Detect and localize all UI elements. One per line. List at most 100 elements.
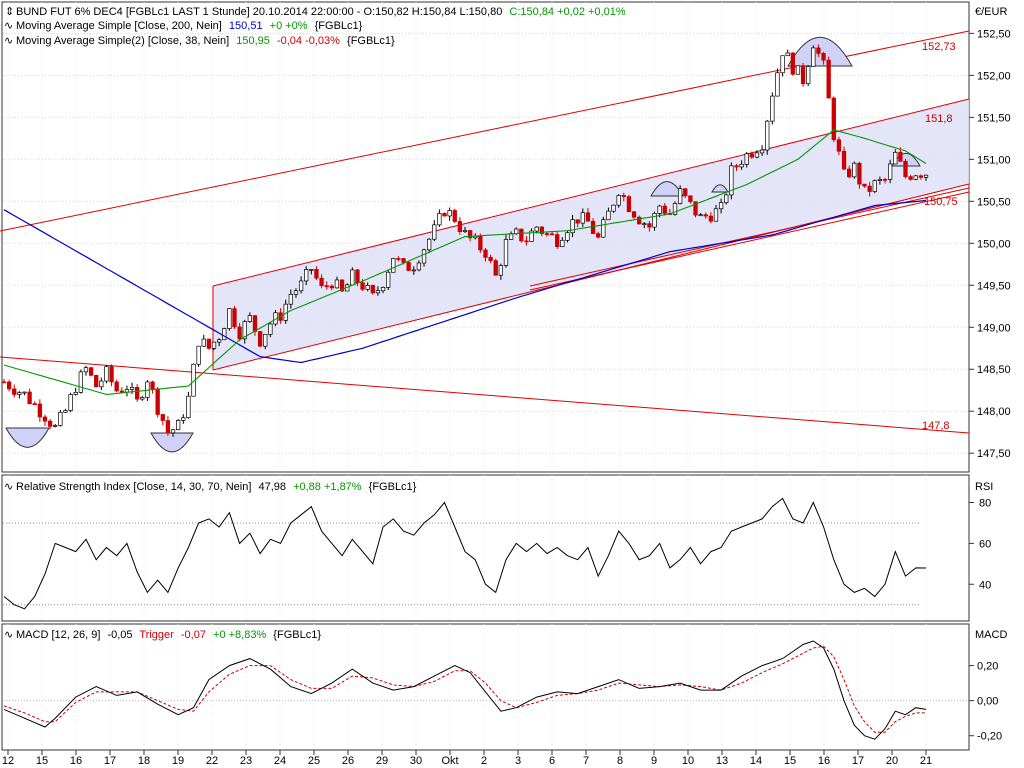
- candle-body: [780, 55, 785, 74]
- annotation-upper-line: 152,73: [922, 41, 956, 53]
- candle-body: [893, 151, 898, 165]
- svg-text:Moving Average Simple [Close,: Moving Average Simple [Close, 200, Nein]…: [16, 20, 363, 32]
- candle-body: [847, 168, 852, 178]
- candle-body: [565, 232, 570, 241]
- candle-body: [329, 285, 334, 289]
- trigger-value: -0,07: [181, 629, 206, 641]
- candle-body: [109, 366, 114, 383]
- annotation-channel-top: 151,8: [925, 113, 953, 125]
- candle-body: [426, 238, 432, 251]
- candle-body: [99, 380, 104, 388]
- candle-body: [27, 391, 32, 405]
- candle-body: [140, 397, 145, 400]
- annotation-lower-line: 147,8: [922, 420, 950, 432]
- candle-body: [590, 220, 596, 234]
- candle-body: [703, 214, 708, 217]
- candle-body: [806, 66, 811, 85]
- candle-body: [263, 334, 268, 347]
- trigger-change: +0 +8,83%: [213, 629, 266, 641]
- candle-body: [165, 420, 171, 434]
- candle-body: [176, 419, 181, 431]
- candle-body: [698, 214, 703, 217]
- macd-header: ∿ MACD [12, 26, 9] -0,05 Trigger -0,07 +…: [4, 629, 321, 641]
- candle-body: [841, 150, 847, 170]
- price-panel: [1, 1, 970, 473]
- candle-body: [785, 52, 790, 57]
- candle-body: [800, 65, 806, 85]
- candle-body: [770, 95, 775, 122]
- candle-body: [452, 210, 457, 222]
- time-tick-label: 16: [70, 755, 82, 767]
- svg-text:Moving Average Simple(2) [Clos: Moving Average Simple(2) [Close, 38, Nei…: [16, 35, 395, 47]
- ma200-line: [3, 199, 927, 364]
- candle-body: [78, 371, 83, 393]
- rsi-tick-label: 60: [979, 538, 991, 550]
- candle-body: [616, 195, 621, 206]
- price-tick-label: 152,00: [977, 70, 1011, 82]
- candle-body: [370, 285, 375, 294]
- candle-body: [688, 195, 693, 202]
- candle-body: [544, 233, 550, 235]
- candle-body: [32, 403, 37, 406]
- pattern-arc: [150, 432, 194, 453]
- ma38-label: Moving Average Simple(2) [Close, 38, Nei…: [16, 35, 229, 47]
- candle-body: [887, 163, 893, 180]
- candle-body: [232, 308, 237, 328]
- candle-body: [268, 323, 273, 335]
- price-header: ⇕ BUND FUT 6% DEC4 [FGBLc1 LAST 1 Stunde…: [4, 6, 626, 47]
- ma-icon: ∿: [4, 20, 13, 32]
- candle-body: [421, 249, 427, 264]
- candle-body: [391, 258, 396, 273]
- rsi-tick-label: 40: [979, 579, 991, 591]
- support-line: [529, 191, 970, 291]
- candle-body: [549, 233, 555, 236]
- price-tick-label: 151,00: [977, 154, 1011, 166]
- candle-body: [416, 262, 422, 271]
- candle-body: [795, 65, 801, 75]
- macd-line: [3, 640, 927, 740]
- rsi-change: +0,88 +1,87%: [293, 481, 362, 493]
- time-tick-label: 15: [36, 755, 48, 767]
- ma200-ric: {FGBLc1}: [315, 20, 363, 32]
- rsi-value: 47,98: [258, 481, 286, 493]
- trend-channel: [0, 30, 970, 453]
- macd-panel: [1, 623, 970, 751]
- candle-body: [918, 175, 924, 178]
- candle-body: [227, 308, 232, 329]
- candle-body: [386, 271, 391, 288]
- price-close-value: C:150,84 +0,02 +0,01%: [509, 6, 625, 18]
- candle-body: [53, 425, 58, 427]
- time-tick-label: 24: [274, 755, 286, 767]
- time-tick-label: 26: [342, 755, 354, 767]
- candle-body: [242, 321, 247, 340]
- candle-body: [73, 392, 78, 395]
- candle-body: [411, 269, 416, 272]
- candle-body: [462, 230, 468, 233]
- channel-top-line: [212, 98, 970, 287]
- time-tick-label: 9: [651, 755, 657, 767]
- candle-body: [247, 315, 253, 322]
- candle-body: [483, 249, 488, 258]
- macd-icon: ∿: [4, 629, 13, 641]
- candle-body: [718, 202, 724, 210]
- candle-body: [877, 178, 883, 181]
- macd-label: MACD [12, 26, 9]: [16, 629, 100, 641]
- candle-body: [304, 269, 309, 282]
- candle-body: [135, 387, 140, 400]
- candle-body: [442, 213, 447, 217]
- candle-body: [186, 395, 191, 419]
- pattern-arc: [650, 181, 684, 197]
- ma200-change: +0 +0%: [270, 20, 308, 32]
- ma38-change: -0,04 -0,03%: [277, 35, 340, 47]
- candle-body: [555, 234, 560, 248]
- candle-body: [360, 282, 365, 290]
- candle-body: [734, 165, 739, 168]
- macd-series: [3, 640, 969, 740]
- candle-body: [923, 174, 929, 178]
- candle-body: [601, 219, 606, 238]
- candle-body: [493, 260, 498, 276]
- candle-body: [298, 280, 304, 292]
- candle-body: [150, 381, 155, 390]
- candle-body: [596, 233, 601, 238]
